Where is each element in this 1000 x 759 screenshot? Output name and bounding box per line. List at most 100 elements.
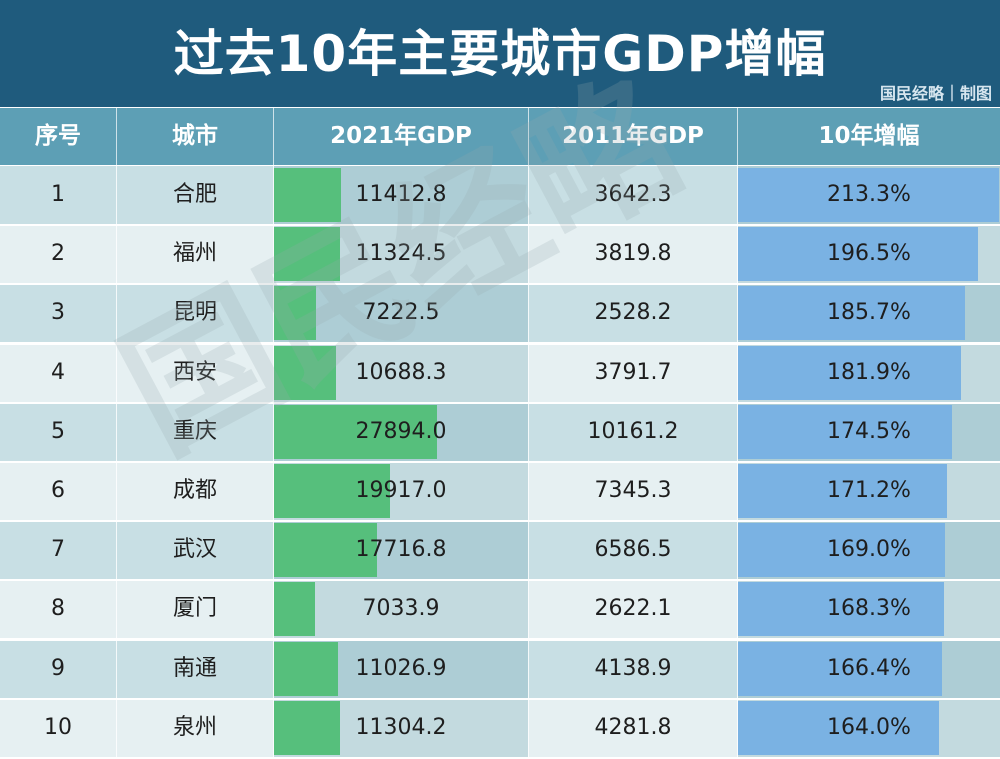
title-bar: 过去10年主要城市GDP增幅 国民经略｜制图 bbox=[0, 0, 1000, 107]
gdp-2011-cell: 7345.3 bbox=[594, 478, 672, 503]
growth-bar bbox=[738, 582, 944, 637]
column-divider bbox=[528, 462, 529, 520]
gdp-2011-cell: 4281.8 bbox=[594, 714, 672, 740]
row-divider bbox=[0, 283, 1000, 286]
column-divider bbox=[116, 166, 117, 224]
column-divider bbox=[273, 284, 274, 343]
row-divider bbox=[0, 638, 1000, 641]
column-divider bbox=[273, 639, 274, 698]
column-divider bbox=[528, 343, 529, 402]
column-divider bbox=[528, 698, 529, 757]
column-header-row: 序号 城市 2021年GDP 2011年GDP 10年增幅 bbox=[0, 108, 1000, 165]
gdp-2011-cell: 6586.5 bbox=[594, 537, 672, 563]
column-divider bbox=[737, 521, 738, 580]
column-shade bbox=[274, 580, 528, 639]
table-row: 4 西安 10688.3 3791.7 181.9% bbox=[0, 343, 1000, 402]
city-cell: 厦门 bbox=[172, 596, 217, 622]
growth-cell: 174.5% bbox=[827, 418, 911, 444]
table-row: 7 武汉 17716.8 6586.5 169.0% bbox=[0, 521, 1000, 580]
rank-cell: 10 bbox=[44, 714, 72, 740]
growth-bar bbox=[738, 523, 945, 578]
table-row: 2 福州 11324.5 3819.8 196.5% bbox=[0, 225, 1000, 284]
rank-cell: 8 bbox=[51, 596, 65, 622]
column-divider bbox=[116, 225, 117, 284]
column-divider bbox=[116, 284, 117, 343]
growth-cell: 168.3% bbox=[827, 596, 911, 622]
table-row: 9 南通 11026.9 4138.9 166.4% bbox=[0, 639, 1000, 698]
column-divider bbox=[737, 166, 738, 224]
table-row: 1 合肥 11412.8 3642.3 213.3% bbox=[0, 166, 1000, 224]
rank-cell: 3 bbox=[51, 300, 65, 326]
column-divider bbox=[528, 639, 529, 698]
header-city: 城市 bbox=[172, 123, 218, 149]
gdp-2021-bar bbox=[274, 404, 437, 459]
gdp-2021-cell: 7222.5 bbox=[362, 300, 440, 326]
growth-bar bbox=[738, 168, 999, 222]
rank-cell: 5 bbox=[51, 418, 65, 444]
city-cell: 昆明 bbox=[172, 300, 217, 326]
rank-cell: 2 bbox=[51, 241, 65, 267]
city-cell: 成都 bbox=[172, 478, 217, 503]
column-divider bbox=[273, 580, 274, 639]
column-divider bbox=[273, 521, 274, 580]
gdp-2011-cell: 4138.9 bbox=[594, 655, 672, 681]
column-divider bbox=[528, 580, 529, 639]
table-row: 3 昆明 7222.5 2528.2 185.7% bbox=[0, 284, 1000, 343]
growth-cell: 171.2% bbox=[827, 478, 911, 503]
rank-cell: 6 bbox=[51, 478, 65, 503]
gdp-2021-cell: 10688.3 bbox=[355, 359, 447, 385]
city-cell: 泉州 bbox=[172, 714, 217, 740]
city-cell: 武汉 bbox=[172, 537, 217, 563]
column-divider bbox=[737, 462, 738, 520]
gdp-2021-bar bbox=[274, 523, 378, 578]
header-rank: 序号 bbox=[35, 123, 81, 149]
growth-cell: 164.0% bbox=[827, 714, 911, 740]
gdp-2011-cell: 2528.2 bbox=[594, 300, 672, 326]
column-divider bbox=[116, 402, 117, 461]
growth-bar bbox=[738, 286, 966, 341]
growth-bar bbox=[738, 404, 952, 459]
header-divider bbox=[528, 108, 529, 165]
column-divider bbox=[116, 580, 117, 639]
column-divider bbox=[737, 639, 738, 698]
rank-cell: 9 bbox=[51, 655, 65, 681]
column-divider bbox=[273, 462, 274, 520]
gdp-2021-bar bbox=[274, 168, 341, 222]
growth-cell: 213.3% bbox=[827, 182, 911, 207]
gdp-2021-bar bbox=[274, 286, 317, 341]
rank-cell: 4 bbox=[51, 359, 65, 385]
growth-bar bbox=[738, 464, 948, 518]
header-divider bbox=[737, 108, 738, 165]
gdp-2021-bar bbox=[274, 700, 340, 755]
column-divider bbox=[528, 166, 529, 224]
gdp-2021-cell: 11304.2 bbox=[355, 714, 447, 740]
gdp-2021-cell: 17716.8 bbox=[355, 537, 447, 563]
growth-cell: 185.7% bbox=[827, 300, 911, 326]
gdp-2021-cell: 11324.5 bbox=[355, 241, 447, 267]
column-divider bbox=[528, 284, 529, 343]
column-divider bbox=[116, 698, 117, 757]
city-cell: 南通 bbox=[172, 655, 217, 681]
column-divider bbox=[528, 521, 529, 580]
column-divider bbox=[273, 225, 274, 284]
gdp-2011-cell: 3642.3 bbox=[594, 182, 672, 207]
rank-cell: 7 bbox=[51, 537, 65, 563]
header-growth: 10年增幅 bbox=[818, 123, 920, 149]
row-divider bbox=[0, 401, 1000, 404]
header-gdp-2021: 2021年GDP bbox=[330, 123, 472, 149]
gdp-2011-cell: 3791.7 bbox=[594, 359, 672, 385]
column-shade bbox=[274, 284, 528, 343]
gdp-2021-cell: 19917.0 bbox=[355, 478, 447, 503]
column-divider bbox=[737, 402, 738, 461]
column-divider bbox=[273, 166, 274, 224]
gdp-2011-cell: 10161.2 bbox=[587, 418, 679, 444]
gdp-2021-cell: 7033.9 bbox=[362, 596, 440, 622]
column-divider bbox=[737, 284, 738, 343]
column-divider bbox=[528, 225, 529, 284]
city-cell: 重庆 bbox=[172, 418, 217, 444]
growth-cell: 196.5% bbox=[827, 241, 911, 267]
city-cell: 西安 bbox=[172, 359, 217, 385]
gdp-2021-bar bbox=[274, 582, 315, 637]
credit-label: 国民经略｜制图 bbox=[879, 84, 992, 103]
